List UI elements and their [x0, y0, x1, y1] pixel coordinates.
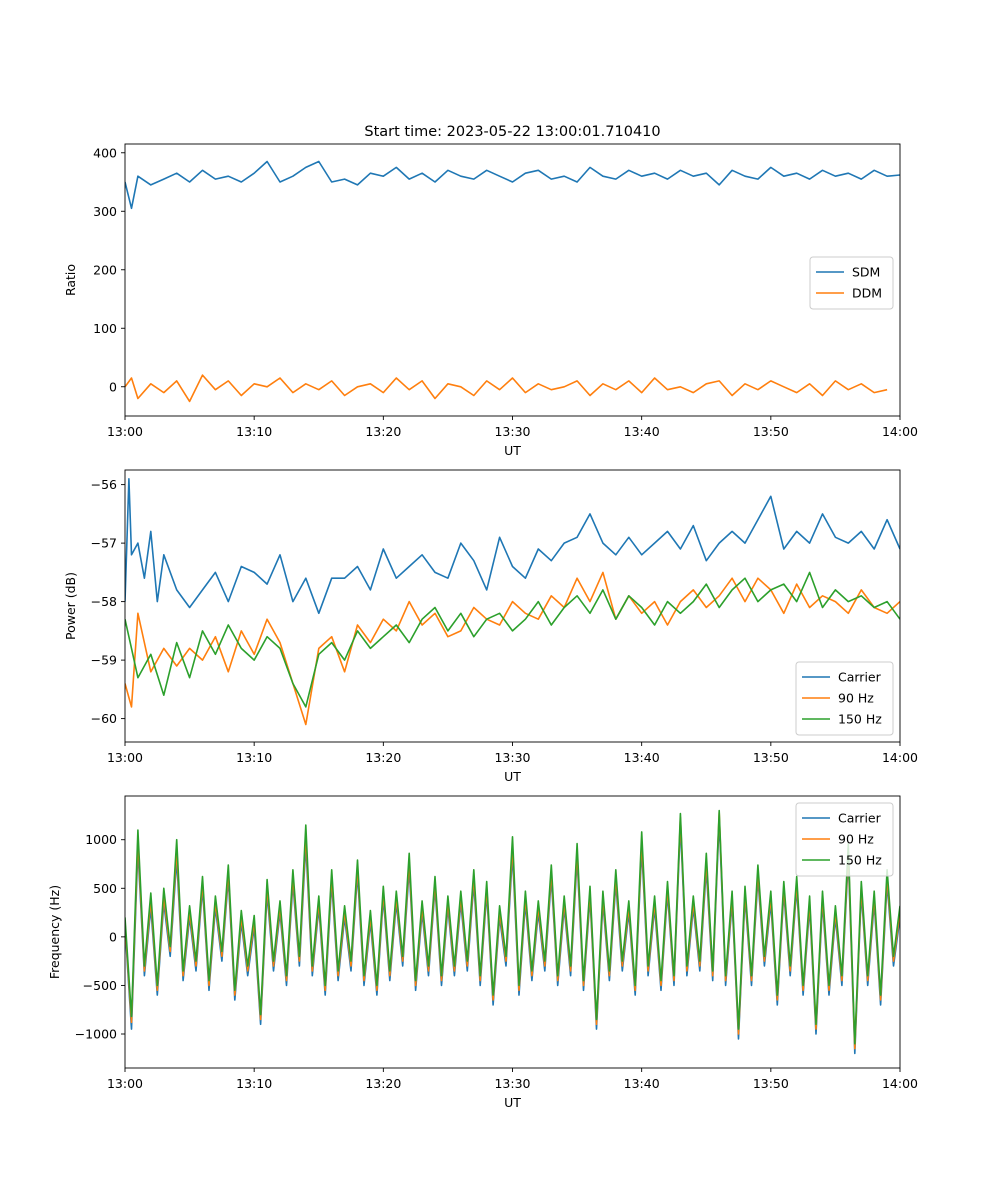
figure-title: Start time: 2023-05-22 13:00:01.710410 [364, 124, 660, 140]
legend-label: SDM [852, 265, 880, 280]
series-line-ddm [125, 374, 888, 403]
y-tick-label: −59 [91, 653, 117, 668]
legend-label: Carrier [838, 811, 882, 826]
y-tick-label: 1000 [85, 832, 117, 847]
legend: SDM DDM [809, 256, 894, 310]
x-tick-label: 13:00 [107, 424, 143, 439]
x-tick-label: 13:20 [365, 1076, 401, 1091]
series-line-90-hz [125, 571, 900, 726]
series-line-carrier [125, 477, 900, 615]
x-axis-label: UT [504, 443, 521, 458]
x-tick-label: 13:00 [107, 1076, 143, 1091]
y-tick-label: 300 [93, 204, 117, 219]
legend: Carrier 90 Hz 150 Hz [795, 802, 894, 877]
subplot-2: 13:00 13:10 13:20 13:30 13:40 13:50 14:00 UT −60… [63, 469, 918, 784]
y-tick-label: 100 [93, 321, 117, 336]
y-tick-label: −60 [91, 711, 117, 726]
y-tick-label: 400 [93, 145, 117, 160]
y-axis-label: Ratio [63, 264, 78, 296]
y-axis-label: Power (dB) [63, 572, 78, 640]
x-tick-label: 13:00 [107, 750, 143, 765]
x-tick-label: 13:30 [494, 1076, 530, 1091]
legend: Carrier 90 Hz 150 Hz [795, 661, 894, 736]
x-tick-label: 14:00 [882, 424, 918, 439]
y-tick-label: −1000 [75, 1027, 117, 1042]
legend-label: 150 Hz [838, 853, 882, 868]
series-line-150-hz [125, 809, 900, 1045]
y-tick-label: 0 [109, 929, 117, 944]
x-tick-label: 13:40 [624, 750, 660, 765]
x-tick-label: 13:40 [624, 424, 660, 439]
legend-box [809, 256, 894, 310]
x-tick-label: 13:10 [236, 750, 272, 765]
x-tick-label: 13:40 [624, 1076, 660, 1091]
subplot-1: 13:00 13:10 13:20 13:30 13:40 13:50 14:00 UT 0 10… [63, 143, 918, 458]
y-tick-label: −58 [91, 594, 117, 609]
y-tick-label: −56 [91, 477, 117, 492]
x-tick-label: 13:20 [365, 750, 401, 765]
series-line-150-hz [125, 571, 900, 708]
y-tick-label: −57 [91, 536, 117, 551]
x-tick-label: 13:30 [494, 424, 530, 439]
x-tick-label: 13:10 [236, 424, 272, 439]
x-axis-label: UT [504, 1095, 521, 1110]
legend-label: 90 Hz [838, 832, 874, 847]
x-tick-label: 13:50 [753, 750, 789, 765]
x-tick-label: 14:00 [882, 1076, 918, 1091]
x-tick-label: 13:30 [494, 750, 530, 765]
legend-label: Carrier [838, 670, 882, 685]
y-tick-label: 500 [93, 881, 117, 896]
x-tick-label: 13:50 [753, 424, 789, 439]
x-axis-label: UT [504, 769, 521, 784]
legend-label: 150 Hz [838, 712, 882, 727]
subplot-3: 13:00 13:10 13:20 13:30 13:40 13:50 14:00 UT −10… [47, 795, 918, 1110]
x-tick-label: 13:50 [753, 1076, 789, 1091]
y-tick-label: 200 [93, 262, 117, 277]
y-axis-label: Frequency (Hz) [47, 885, 62, 979]
legend-box [795, 802, 894, 877]
y-tick-label: 0 [109, 379, 117, 394]
legend-label: DDM [852, 286, 882, 301]
series-line-sdm [125, 160, 900, 210]
subplots: 13:00 13:10 13:20 13:30 13:40 13:50 14:00 UT 0 10… [47, 143, 918, 1110]
legend-box [795, 661, 894, 736]
legend-label: 90 Hz [838, 691, 874, 706]
x-tick-label: 13:10 [236, 1076, 272, 1091]
x-tick-label: 14:00 [882, 750, 918, 765]
y-tick-label: −500 [83, 978, 117, 993]
x-tick-label: 13:20 [365, 424, 401, 439]
